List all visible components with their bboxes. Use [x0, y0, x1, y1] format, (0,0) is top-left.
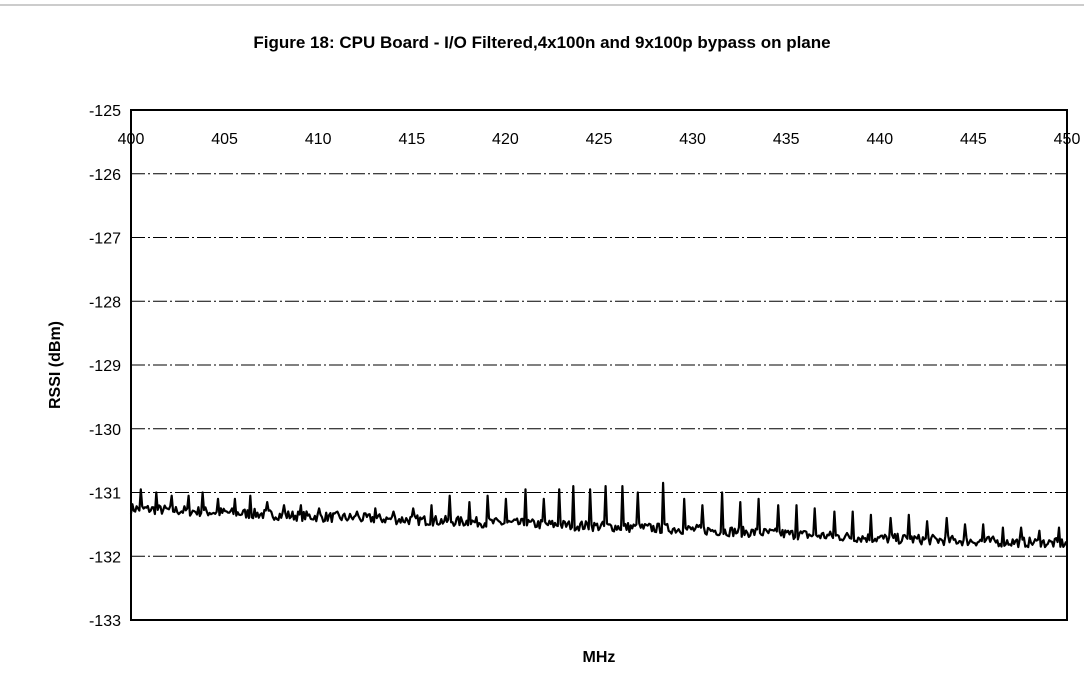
y-tick-label-8: -133 [89, 613, 121, 630]
x-tick-label-5: 425 [586, 131, 613, 148]
x-tick-label-0: 400 [118, 131, 145, 148]
y-tick-label-5: -130 [89, 422, 121, 439]
x-tick-label-10: 450 [1054, 131, 1081, 148]
x-axis-label: MHz [583, 649, 616, 666]
x-tick-label-6: 430 [679, 131, 706, 148]
y-tick-label-4: -129 [89, 358, 121, 375]
y-tick-label-0: -125 [89, 103, 121, 120]
x-tick-label-2: 410 [305, 131, 332, 148]
y-tick-label-3: -128 [89, 294, 121, 311]
y-tick-label-1: -126 [89, 167, 121, 184]
y-tick-label-7: -132 [89, 549, 121, 566]
grid-lines [131, 173, 1067, 557]
x-tick-label-8: 440 [866, 131, 893, 148]
chart-title: Figure 18: CPU Board - I/O Filtered,4x10… [253, 33, 830, 52]
x-tick-label-1: 405 [211, 131, 238, 148]
x-tick-label-9: 445 [960, 131, 987, 148]
plot-area-frame [130, 109, 1068, 621]
x-tick-label-4: 420 [492, 131, 519, 148]
x-tick-label-7: 435 [773, 131, 800, 148]
y-tick-label-2: -127 [89, 231, 121, 248]
series-layer [129, 481, 1068, 549]
y-tick-labels: -125 -126 -127 -128 -129 -130 -131 -132 -133 [89, 103, 121, 630]
x-tick-label-3: 415 [398, 131, 425, 148]
series-line-rssi [129, 481, 1068, 549]
x-tick-labels: 400 405 410 415 420 425 430 435 440 445 450 [118, 131, 1081, 148]
y-axis-label: RSSI (dBm) [47, 321, 64, 409]
y-tick-label-6: -131 [89, 486, 121, 503]
